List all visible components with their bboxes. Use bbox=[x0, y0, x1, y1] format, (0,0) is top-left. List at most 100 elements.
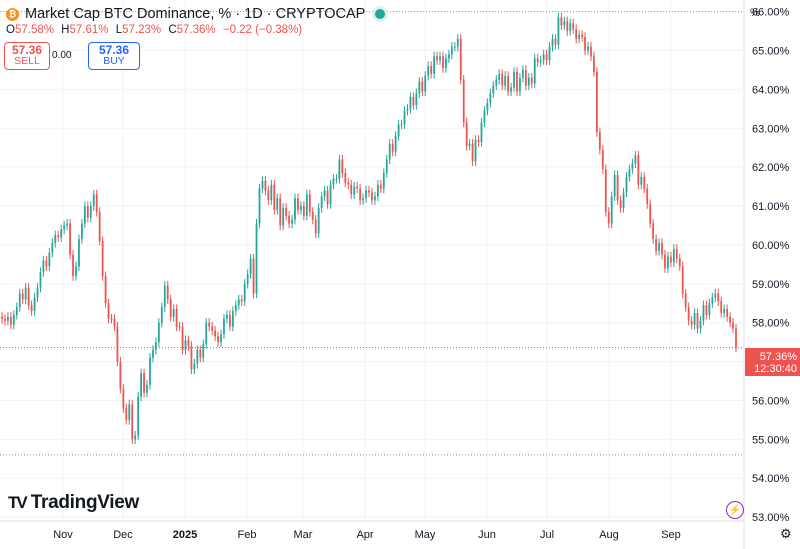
candle-body bbox=[409, 97, 412, 109]
candle-body bbox=[421, 81, 424, 92]
candle-body bbox=[729, 316, 731, 323]
candle-body bbox=[15, 307, 18, 315]
y-tick-label: 59.00% bbox=[752, 279, 790, 291]
candle-body bbox=[684, 293, 687, 308]
lightning-icon[interactable]: ⚡ bbox=[726, 501, 744, 519]
candle-body bbox=[631, 163, 634, 170]
candle-body bbox=[720, 301, 723, 313]
candle-body bbox=[643, 176, 646, 189]
candle-body bbox=[501, 73, 504, 86]
candle-body bbox=[664, 254, 666, 269]
bitcoin-icon: ₿ bbox=[6, 7, 19, 21]
candle-body bbox=[385, 159, 388, 174]
candle-body bbox=[199, 349, 202, 358]
candle-body bbox=[551, 38, 554, 47]
candle-body bbox=[575, 29, 578, 39]
spread-value: 0.00 bbox=[52, 50, 72, 61]
candle-body bbox=[300, 206, 302, 210]
tradingview-logo[interactable]: TV TradingView bbox=[8, 492, 139, 514]
candle-body bbox=[442, 56, 444, 69]
x-axis[interactable]: Nov Dec 2025 Feb Mar Apr May Jun Jul Aug Sep bbox=[53, 529, 681, 541]
candle-body bbox=[30, 305, 33, 312]
candle-body bbox=[18, 293, 21, 308]
y-tick-label: 56.00% bbox=[752, 395, 790, 407]
candle-body bbox=[699, 320, 702, 329]
candle-body bbox=[48, 252, 51, 267]
candle-body bbox=[530, 77, 533, 84]
candle-body bbox=[347, 182, 350, 185]
candle-body bbox=[169, 299, 172, 317]
candle-body bbox=[193, 363, 196, 370]
candle-body bbox=[92, 194, 95, 207]
symbol-title[interactable]: Market Cap BTC Dominance, % · 1D · CRYPT… bbox=[25, 6, 366, 22]
candle-body bbox=[134, 435, 137, 440]
candle-body bbox=[190, 346, 193, 370]
candle-body bbox=[732, 322, 734, 329]
candle-body bbox=[297, 198, 299, 210]
candle-body bbox=[1, 316, 3, 319]
candle-body bbox=[711, 297, 714, 304]
candle-body bbox=[302, 206, 305, 216]
y-tick-label: 55.00% bbox=[752, 434, 790, 446]
candle-body bbox=[374, 196, 376, 201]
candle-body bbox=[477, 139, 480, 142]
buy-button[interactable]: 57.36 BUY bbox=[88, 42, 140, 70]
candle-body bbox=[468, 143, 471, 146]
candle-body bbox=[619, 200, 622, 209]
candle-body bbox=[282, 208, 285, 226]
candle-body bbox=[693, 312, 696, 325]
candle-body bbox=[36, 287, 39, 298]
candle-body bbox=[527, 77, 530, 86]
candle-body bbox=[584, 36, 586, 51]
candle-body bbox=[474, 139, 477, 162]
candle-body bbox=[160, 307, 163, 323]
candle-body bbox=[60, 229, 63, 238]
candle-body bbox=[412, 97, 415, 105]
candle-body bbox=[163, 285, 166, 308]
candle-body bbox=[658, 243, 660, 251]
candle-body bbox=[223, 318, 225, 335]
candle-body bbox=[483, 110, 486, 123]
percent-scale-toggle[interactable]: % bbox=[750, 7, 760, 19]
candle-body bbox=[714, 293, 717, 298]
candle-body bbox=[480, 122, 483, 142]
candle-body bbox=[249, 258, 252, 275]
candle-body bbox=[116, 326, 119, 362]
y-axis[interactable]: 66.00% 65.00% 64.00% 63.00% 62.00% 61.00% 60.0… bbox=[752, 7, 790, 524]
candle-body bbox=[439, 56, 441, 61]
x-tick-label: Aug bbox=[599, 529, 619, 541]
candle-body bbox=[243, 283, 246, 302]
candle-body bbox=[726, 309, 729, 317]
candle-body bbox=[240, 299, 243, 302]
sell-button[interactable]: 57.36 SELL bbox=[4, 42, 50, 70]
candle-body bbox=[149, 357, 151, 385]
market-open-status-icon[interactable] bbox=[375, 9, 386, 19]
candle-body bbox=[424, 75, 427, 92]
candle-body bbox=[305, 194, 308, 216]
candle-body bbox=[453, 46, 456, 48]
candle-body bbox=[601, 149, 604, 170]
candle-body bbox=[285, 208, 288, 216]
candle-body bbox=[379, 184, 382, 189]
candle-body bbox=[702, 305, 705, 321]
candle-body bbox=[554, 38, 557, 45]
candle-body bbox=[486, 103, 489, 111]
candle-body bbox=[258, 188, 261, 224]
candle-body bbox=[273, 184, 276, 210]
candle-body bbox=[69, 223, 71, 255]
candle-body bbox=[27, 287, 30, 306]
candle-body bbox=[288, 215, 290, 224]
ohlc-readout: O57.58% H57.61% L57.23% C57.36% −0.22 (−… bbox=[6, 24, 306, 36]
candle-body bbox=[86, 206, 89, 218]
candle-body bbox=[652, 223, 655, 240]
candle-body bbox=[89, 206, 92, 218]
candle-body bbox=[675, 248, 678, 259]
candle-body bbox=[590, 46, 592, 57]
x-tick-label: Nov bbox=[53, 529, 73, 541]
x-tick-label: May bbox=[415, 529, 436, 541]
gear-icon[interactable]: ⚙ bbox=[780, 526, 792, 541]
candle-body bbox=[104, 276, 107, 304]
high-label: H bbox=[61, 24, 70, 36]
candle-body bbox=[578, 34, 581, 39]
